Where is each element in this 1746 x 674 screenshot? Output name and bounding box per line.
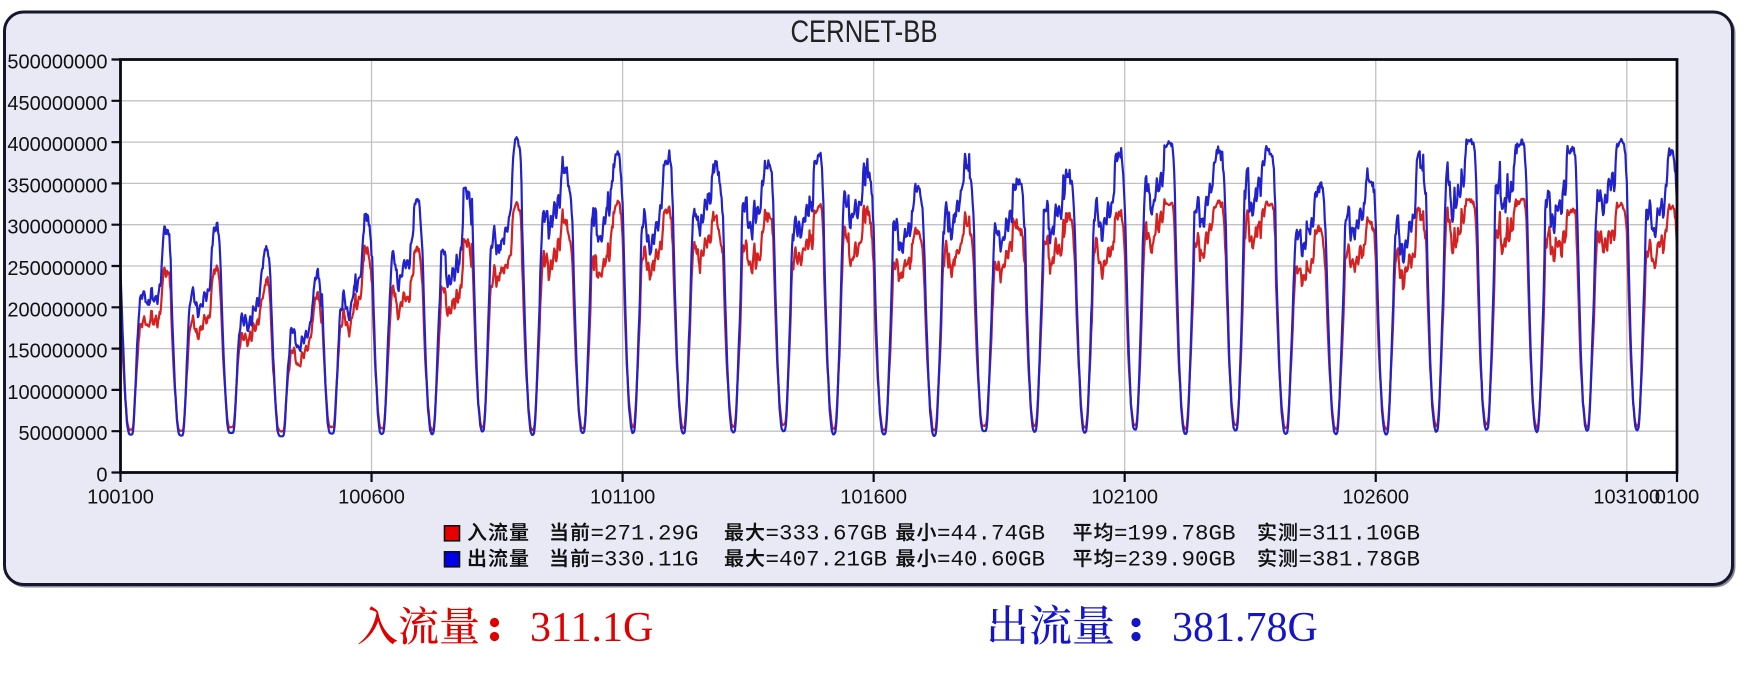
svg-text:=311.10GB: =311.10GB xyxy=(1299,521,1421,547)
svg-text:=407.21GB: =407.21GB xyxy=(766,547,888,573)
svg-text:100600: 100600 xyxy=(338,487,405,509)
svg-text:500000000: 500000000 xyxy=(7,52,107,74)
svg-text:381.78G: 381.78G xyxy=(1172,605,1318,651)
svg-text:100100: 100100 xyxy=(87,487,154,509)
svg-text:101600: 101600 xyxy=(840,487,907,509)
svg-text:=40.60GB: =40.60GB xyxy=(937,547,1045,573)
svg-text:103100: 103100 xyxy=(1593,487,1660,509)
svg-text:102100: 102100 xyxy=(1091,487,1158,509)
svg-text:400000000: 400000000 xyxy=(7,134,107,156)
svg-text:101100: 101100 xyxy=(590,487,655,509)
svg-text:=239.90GB: =239.90GB xyxy=(1114,547,1236,573)
svg-text:450000000: 450000000 xyxy=(7,93,107,115)
svg-text:=381.78GB: =381.78GB xyxy=(1299,547,1421,573)
svg-text:CERNET-BB: CERNET-BB xyxy=(791,13,938,49)
svg-text:100000000: 100000000 xyxy=(7,382,107,404)
svg-text:50000000: 50000000 xyxy=(19,423,108,445)
svg-text:102600: 102600 xyxy=(1342,487,1409,509)
svg-text:311.1G: 311.1G xyxy=(530,605,653,651)
svg-text:=330.11G: =330.11G xyxy=(591,547,699,573)
svg-text:150000000: 150000000 xyxy=(7,341,107,363)
svg-text:300000000: 300000000 xyxy=(7,217,107,239)
svg-text:=333.67GB: =333.67GB xyxy=(766,521,888,547)
svg-text:0100: 0100 xyxy=(1655,487,1700,509)
svg-text:350000000: 350000000 xyxy=(7,175,107,197)
svg-text:200000000: 200000000 xyxy=(7,299,107,321)
svg-text:250000000: 250000000 xyxy=(7,258,107,280)
svg-text:=271.29G: =271.29G xyxy=(591,521,699,547)
svg-text:=199.78GB: =199.78GB xyxy=(1114,521,1236,547)
svg-text:0: 0 xyxy=(96,465,107,487)
svg-text:=44.74GB: =44.74GB xyxy=(937,521,1045,547)
